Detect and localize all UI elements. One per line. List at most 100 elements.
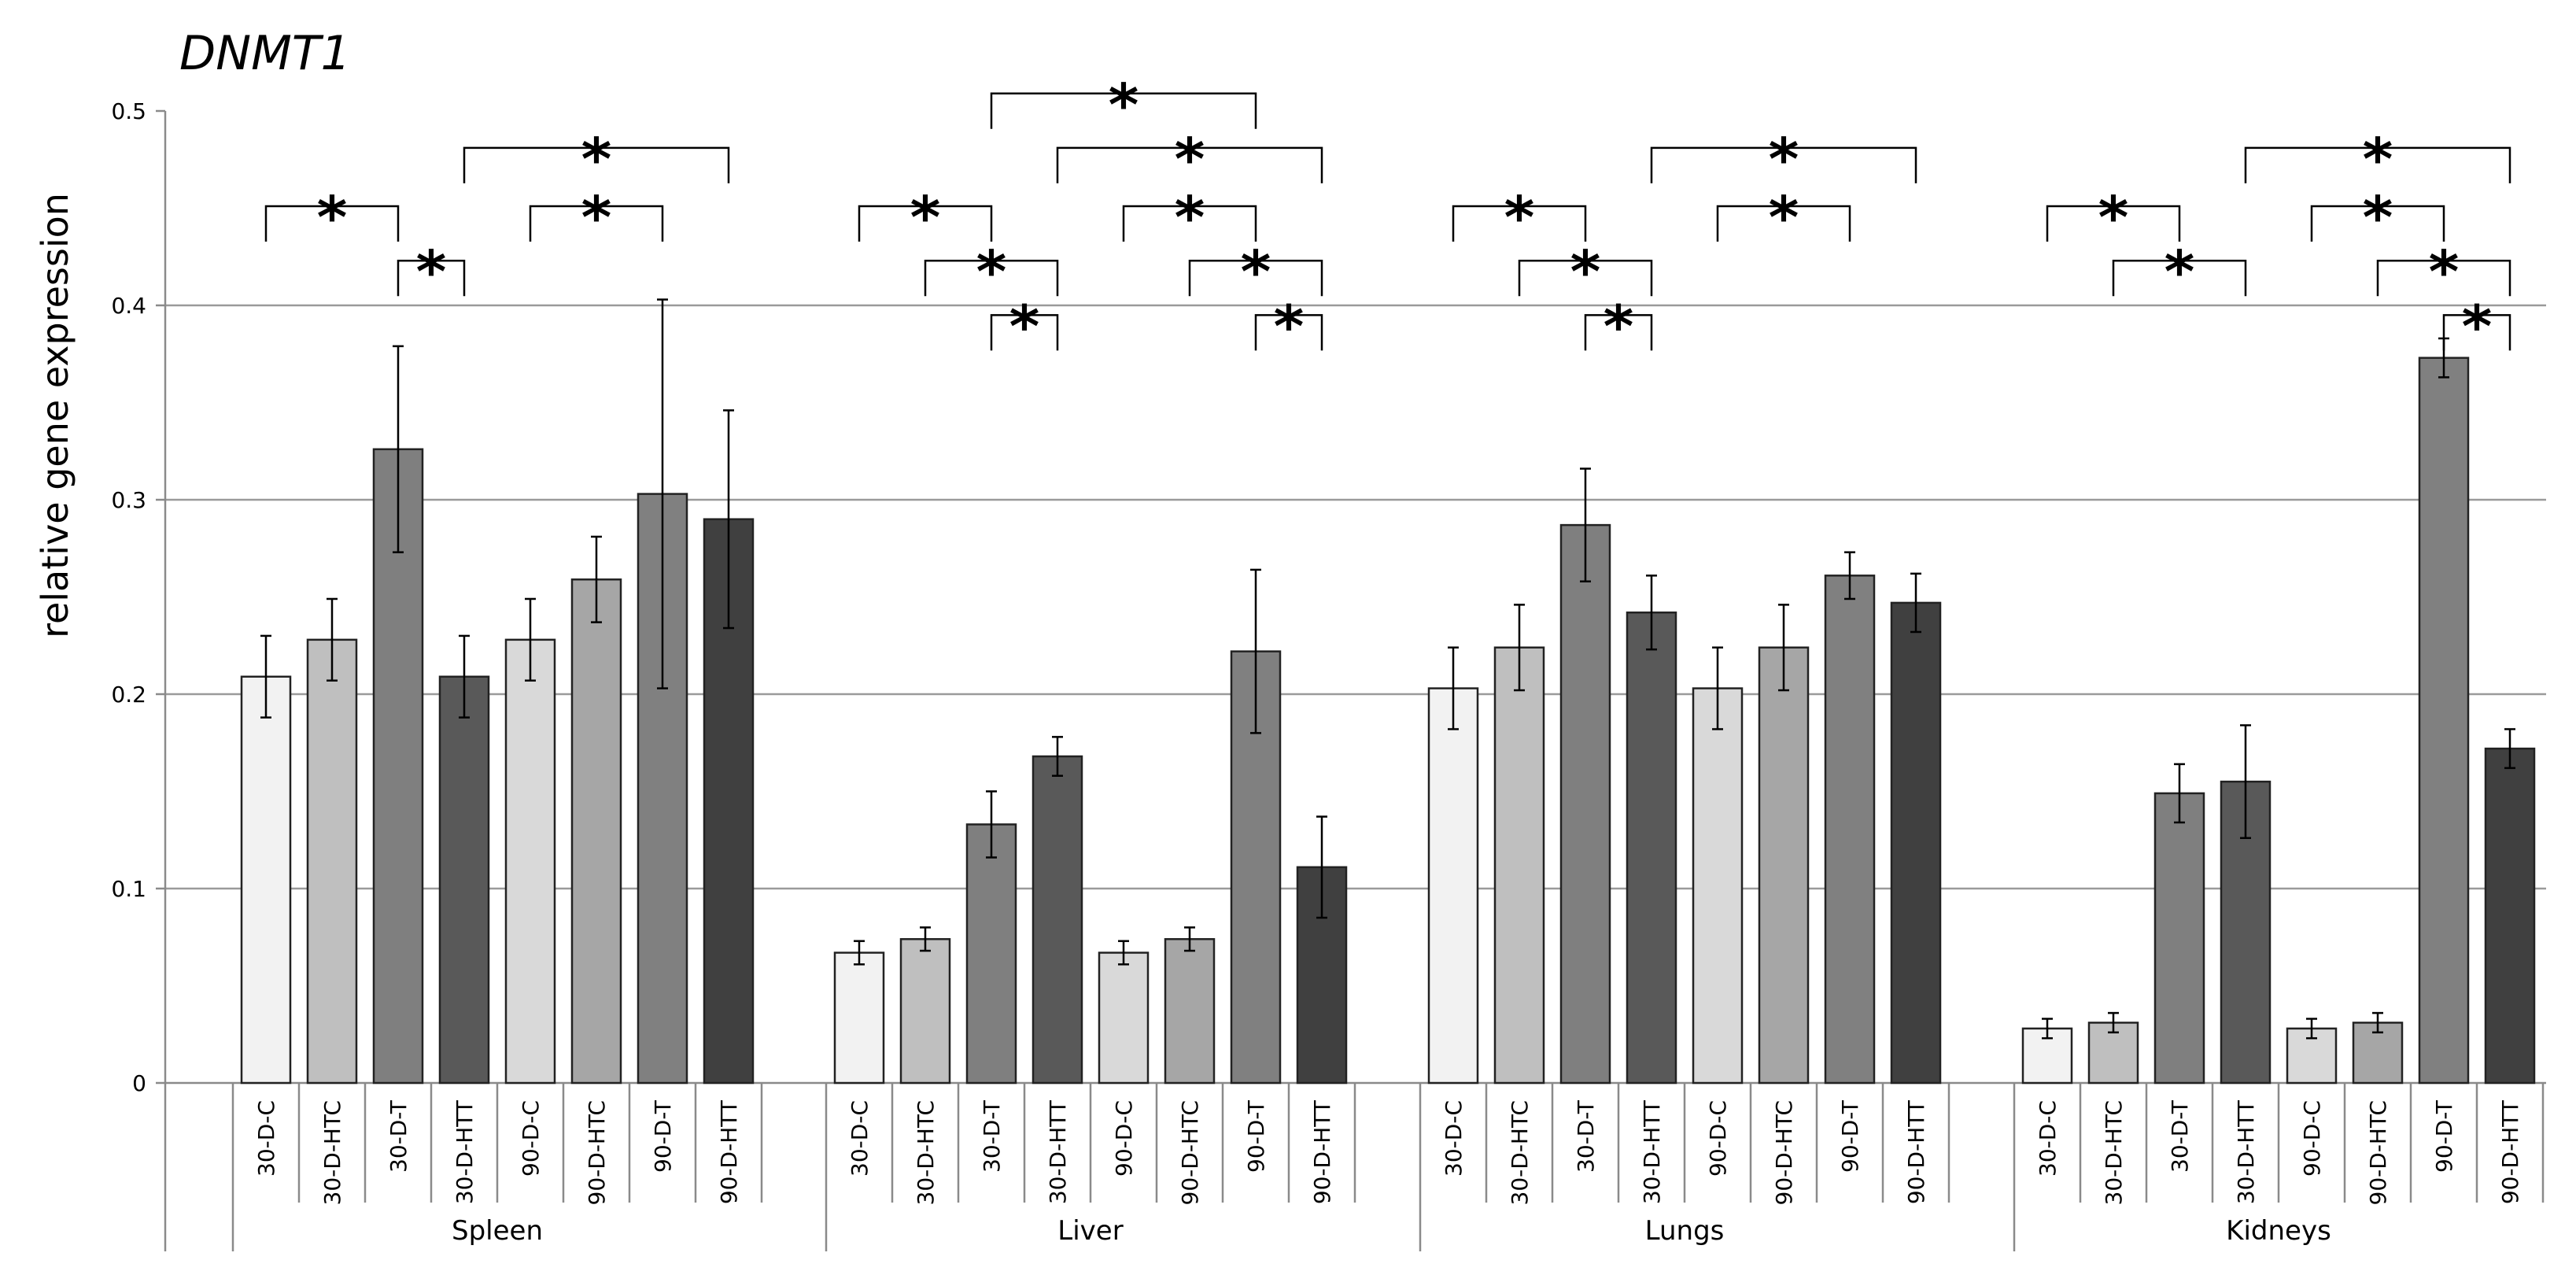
group-label-liver: Liver xyxy=(1057,1215,1123,1247)
significance-bracket xyxy=(2442,314,2511,351)
category-label: 30-D-T xyxy=(979,1099,1005,1173)
gridlines xyxy=(165,304,2546,890)
bar-liver-30-d-htt xyxy=(1032,755,1083,1085)
bar-spleen-90-d-htc xyxy=(570,578,622,1085)
category-label: 30-D-HTT xyxy=(452,1099,478,1204)
category-label: 90-D-T xyxy=(650,1099,676,1173)
significance-bracket xyxy=(2310,205,2445,242)
significance-bracket xyxy=(2112,259,2247,297)
significance-star: * xyxy=(976,238,1007,306)
significance-bracket xyxy=(1584,314,1653,351)
category-label: 30-D-HTT xyxy=(1639,1099,1665,1204)
y-axis-label: relative gene expression xyxy=(34,193,76,638)
category-label: 30-D-HTC xyxy=(2101,1100,2127,1205)
bar-lungs-30-d-htc xyxy=(1493,646,1545,1085)
significance-bracket xyxy=(2046,205,2181,242)
bar-lungs-30-d-c xyxy=(1427,687,1479,1085)
significance-star: * xyxy=(1274,293,1305,360)
chart-title: DNMT1 xyxy=(179,26,351,81)
axes: 0 0.1 0.2 0.3 0.4 0.5 xyxy=(111,98,2546,1251)
category-label: 90-D-C xyxy=(1705,1100,1731,1177)
significance-star: * xyxy=(317,184,348,252)
significance-star: * xyxy=(1175,126,1205,194)
significance-star: * xyxy=(1769,126,1799,194)
significance-star: * xyxy=(1175,184,1205,252)
significance-bracket xyxy=(1716,205,1851,242)
significance-star: * xyxy=(581,126,612,194)
bar-liver-30-d-t xyxy=(965,823,1017,1085)
category-label: 90-D-HTC xyxy=(1771,1100,1797,1205)
significance-star: * xyxy=(2462,293,2493,360)
bar-lungs-30-d-htt xyxy=(1626,612,1677,1085)
y-tick-label: 0.5 xyxy=(111,98,146,124)
category-label: 30-D-T xyxy=(2167,1099,2193,1173)
significance-star: * xyxy=(910,184,941,252)
significance-bracket xyxy=(463,146,730,183)
category-label: 90-D-HTC xyxy=(584,1100,610,1205)
significance-star: * xyxy=(2429,238,2460,306)
y-tick-label: 0 xyxy=(132,1070,146,1096)
bar-kidneys-30-d-t xyxy=(2153,792,2205,1085)
significance-star: * xyxy=(581,184,612,252)
category-labels: 30-D-C 30-D-HTC 30-D-T 30-D-HTT 90-D-C 90-D-H… xyxy=(253,1099,2523,1247)
category-label: 90-D-HTC xyxy=(1177,1100,1203,1205)
category-label: 90-D-T xyxy=(1243,1099,1269,1173)
category-label: 90-D-C xyxy=(518,1100,544,1177)
significance-star: * xyxy=(416,238,447,306)
y-tick-label: 0.3 xyxy=(111,487,146,513)
bar-spleen-30-d-htt xyxy=(438,675,490,1085)
significance-bracket xyxy=(2244,146,2511,183)
category-label: 90-D-HTC xyxy=(2365,1100,2391,1205)
bar-liver-90-d-c xyxy=(1098,952,1150,1085)
significance-bracket xyxy=(858,205,993,242)
category-label: 90-D-HTT xyxy=(716,1099,742,1204)
y-tick-label: 0.1 xyxy=(111,876,146,902)
category-label: 90-D-HTT xyxy=(1903,1099,1929,1204)
group-label-lungs: Lungs xyxy=(1645,1215,1725,1247)
category-label: 90-D-HTT xyxy=(2497,1099,2523,1204)
significance-star: * xyxy=(2363,126,2393,194)
significance-star: * xyxy=(1009,293,1040,360)
category-label: 30-D-HTT xyxy=(1045,1099,1071,1204)
bar-spleen-90-d-c xyxy=(504,638,556,1085)
significance-star: * xyxy=(2363,184,2393,252)
category-label: 90-D-T xyxy=(2431,1099,2457,1173)
category-label: 30-D-C xyxy=(1441,1100,1467,1177)
significance-bracket xyxy=(264,205,400,242)
bars xyxy=(240,298,2536,1085)
bar-lungs-30-d-t xyxy=(1559,523,1611,1085)
category-label: 30-D-HTC xyxy=(319,1100,345,1205)
significance-star: * xyxy=(1604,293,1634,360)
group-label-spleen: Spleen xyxy=(452,1215,543,1247)
significance-bracket xyxy=(990,92,1257,129)
group-label-kidneys: Kidneys xyxy=(2226,1215,2331,1247)
y-tick-label: 0.4 xyxy=(111,293,146,319)
y-tick-label: 0.2 xyxy=(111,682,146,708)
category-label: 90-D-HTT xyxy=(1309,1099,1335,1204)
bar-liver-30-d-c xyxy=(833,952,885,1085)
category-label: 90-D-T xyxy=(1837,1099,1863,1173)
significance-bracket xyxy=(1188,259,1323,297)
bar-kidneys-90-d-htt xyxy=(2484,747,2536,1085)
bar-liver-30-d-htc xyxy=(899,937,951,1085)
category-label: 30-D-C xyxy=(253,1100,279,1177)
significance-bracket xyxy=(1518,259,1653,297)
significance-bracket xyxy=(1122,205,1257,242)
category-label: 30-D-C xyxy=(847,1100,873,1177)
significance-bracket xyxy=(529,205,664,242)
category-label: 30-D-HTC xyxy=(913,1100,939,1205)
significance-bracket xyxy=(1254,314,1323,351)
significance-star: * xyxy=(2098,184,2129,252)
significance-bracket xyxy=(924,259,1059,297)
significance-bracket xyxy=(1452,205,1587,242)
significance-bracket xyxy=(397,259,466,297)
significance-bracket xyxy=(1650,146,1917,183)
significance-star: * xyxy=(1570,238,1601,306)
bar-lungs-90-d-t xyxy=(1824,575,1876,1085)
category-label: 90-D-C xyxy=(2299,1100,2325,1177)
category-label: 30-D-T xyxy=(386,1099,411,1173)
bar-lungs-90-d-c xyxy=(1692,687,1744,1085)
significance-star: * xyxy=(1241,238,1271,306)
bar-spleen-30-d-c xyxy=(240,675,292,1085)
bar-spleen-30-d-htc xyxy=(306,638,358,1085)
